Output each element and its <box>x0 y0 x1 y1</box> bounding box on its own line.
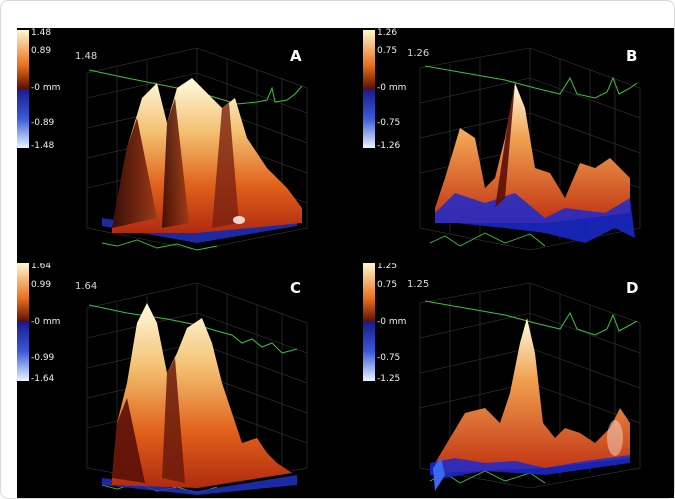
panel-c-label: C <box>290 279 302 297</box>
panel-a: 1.48 0.89 -0 mm -0.89 -1.48 1.48 A <box>17 28 345 263</box>
panel-d-surface-plot <box>419 282 641 491</box>
panel-a-scale-top: 1.48 <box>31 28 52 38</box>
panel-a-scale-bottom: -1.48 <box>31 141 55 151</box>
panel-c-max-label: 1.64 <box>75 281 98 292</box>
panel-d-colorbar <box>363 263 375 381</box>
panel-d-scale-upper: 0.75 <box>377 280 398 290</box>
panel-b-bottom-trace <box>429 232 546 247</box>
panel-c-surface <box>112 303 292 488</box>
panel-c-scale-mid: -0 mm <box>31 317 61 327</box>
panel-b-max-label: 1.26 <box>407 48 430 59</box>
panel-a-label: A <box>290 47 302 65</box>
panel-a-surface <box>112 78 302 233</box>
panel-c-scale-top: 1.64 <box>31 263 52 271</box>
panel-a-scale-mid: -0 mm <box>31 83 61 93</box>
panel-d-ecg-trace <box>424 300 638 336</box>
panel-a-max-label: 1.48 <box>75 51 98 62</box>
panel-d-max-label: 1.25 <box>407 279 430 290</box>
panel-c: 1.64 0.99 -0 mm -0.99 -1.64 1.64 C <box>17 263 345 498</box>
panel-d-label: D <box>626 279 639 297</box>
panel-b-scale-lower: -0.75 <box>377 118 401 128</box>
panel-c-scale-upper: 0.99 <box>31 280 52 290</box>
panel-b-surface <box>435 83 630 223</box>
panel-a-surface-plot <box>86 47 308 251</box>
panel-d-scale-bottom: -1.25 <box>377 374 401 384</box>
panel-a-scale-lower: -0.89 <box>31 118 55 128</box>
panel-b-scale-mid: -0 mm <box>377 83 407 93</box>
panel-a-bottom-trace <box>101 239 218 251</box>
panel-b-ecg-trace <box>424 65 638 99</box>
panel-c-ecg-trace <box>88 304 298 354</box>
panel-d-scale-lower: -0.75 <box>377 353 401 363</box>
panel-b-scale-bottom: -1.26 <box>377 141 401 151</box>
panel-d: 1.25 0.75 -0 mm -0.75 -1.25 1.25 D <box>345 263 673 498</box>
panel-b-colorbar <box>363 30 375 148</box>
panel-c-scale-lower: -0.99 <box>31 353 55 363</box>
panel-b-label: B <box>626 47 638 65</box>
panel-d-surface <box>435 318 630 473</box>
panel-a-ecg-trace <box>88 69 303 105</box>
panel-c-colorbar <box>17 263 29 381</box>
panel-b-scale-upper: 0.75 <box>377 46 398 56</box>
panel-c-surface-plot <box>86 282 308 495</box>
panel-d-scale-top: 1.25 <box>377 263 398 271</box>
panel-a-colorbar <box>17 30 29 148</box>
panel-c-scale-bottom: -1.64 <box>31 374 55 384</box>
panel-a-scale-upper: 0.89 <box>31 46 52 56</box>
panel-d-scale-mid: -0 mm <box>377 317 407 327</box>
panel-b: 1.26 0.75 -0 mm -0.75 -1.26 1.26 B <box>345 28 673 263</box>
figure-image: 1.48 0.89 -0 mm -0.89 -1.48 1.48 A <box>17 28 674 498</box>
panel-b-surface-plot <box>419 47 641 251</box>
panel-b-scale-top: 1.26 <box>377 28 398 38</box>
